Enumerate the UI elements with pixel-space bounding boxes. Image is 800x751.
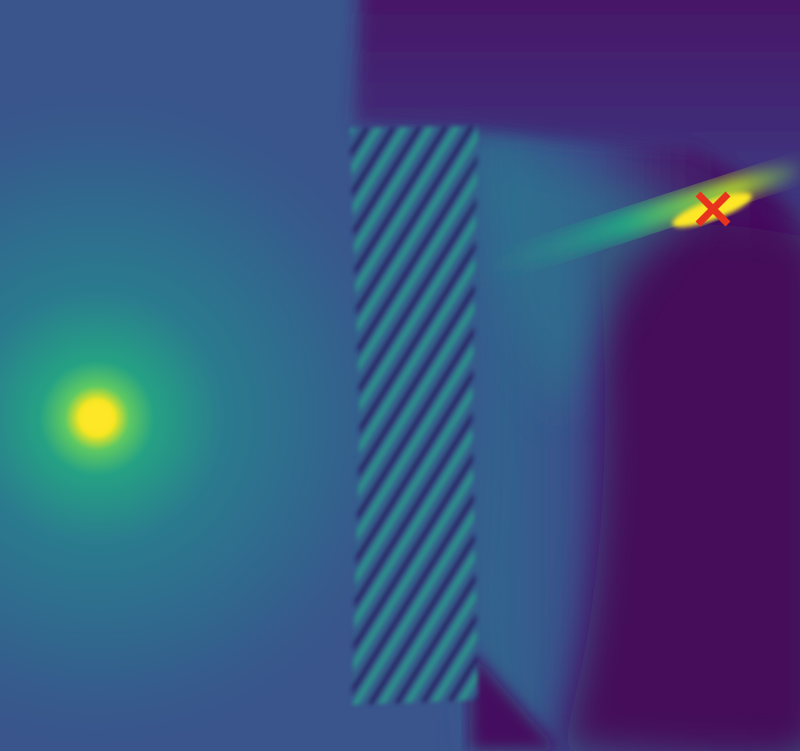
focused-beam [478, 165, 800, 275]
source [80, 401, 114, 435]
far-shadow [560, 224, 800, 751]
target-marker [695, 191, 731, 227]
upper-dark-region [355, 0, 800, 209]
scattering-strip [350, 126, 478, 705]
lower-shadow [470, 650, 560, 751]
source-glow [0, 58, 457, 751]
marker-stroke [695, 191, 731, 227]
